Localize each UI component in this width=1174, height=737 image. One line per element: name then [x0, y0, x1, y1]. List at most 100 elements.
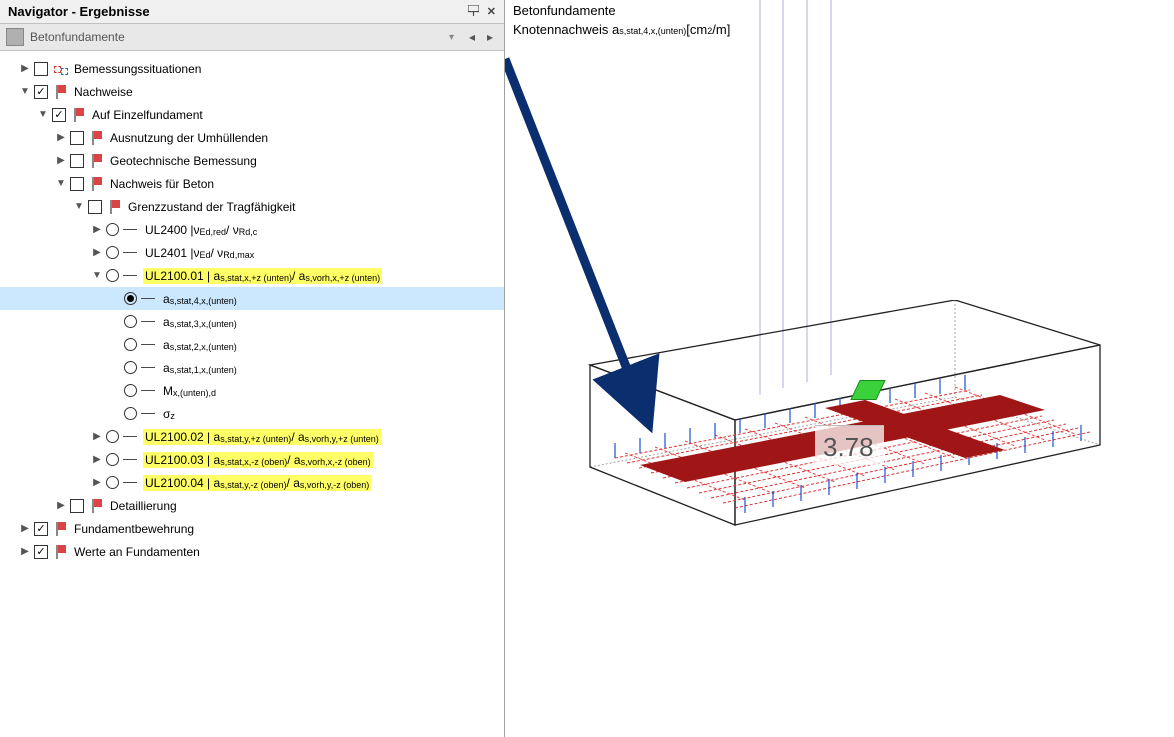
- tree-label: Grenzzustand der Tragfähigkeit: [126, 199, 297, 215]
- dash-icon: [123, 252, 139, 254]
- flag-icon: [88, 154, 104, 168]
- radio[interactable]: [106, 476, 119, 489]
- next-icon[interactable]: ▸: [482, 29, 498, 45]
- expand-icon[interactable]: ▶: [18, 523, 32, 534]
- tree-item-as-stat-4[interactable]: as,stat,4,x,(unten): [0, 287, 504, 310]
- tree-label: UL2100.02 | as,stat,y,+z (unten) / as,vo…: [143, 429, 381, 445]
- radio[interactable]: [106, 269, 119, 282]
- radio[interactable]: [106, 223, 119, 236]
- collapse-icon[interactable]: ▼: [18, 86, 32, 97]
- tree-item-werte[interactable]: ▶ ✓ Werte an Fundamenten: [0, 540, 504, 563]
- checkbox[interactable]: [88, 200, 102, 214]
- tree-label: UL2400 | νEd,red / νRd,c: [143, 222, 259, 238]
- tree-item-bemessung[interactable]: ▶ Bemessungssituationen: [0, 57, 504, 80]
- collapse-icon[interactable]: ▼: [72, 201, 86, 212]
- flag-icon: [52, 545, 68, 559]
- tree-label: UL2401 | νEd / νRd,max: [143, 245, 256, 261]
- expand-icon[interactable]: ▶: [18, 546, 32, 557]
- breadcrumb-text: Betonfundamente: [30, 30, 443, 44]
- dash-icon: [123, 459, 139, 461]
- expand-icon[interactable]: ▶: [90, 224, 104, 235]
- flag-icon: [88, 177, 104, 191]
- radio[interactable]: [124, 338, 137, 351]
- tree-item-nachweise[interactable]: ▼ ✓ Nachweise: [0, 80, 504, 103]
- navigator-panel: Navigator - Ergebnisse ✕ Betonfundamente…: [0, 0, 505, 737]
- tree-item-as-stat-2[interactable]: as,stat,2,x,(unten): [0, 333, 504, 356]
- expand-icon[interactable]: ▶: [54, 132, 68, 143]
- tree-item-detaillierung[interactable]: ▶ Detaillierung: [0, 494, 504, 517]
- tree-label: Bemessungssituationen: [72, 61, 203, 77]
- radio[interactable]: [124, 315, 137, 328]
- dash-icon: [141, 413, 157, 415]
- dash-icon: [123, 229, 139, 231]
- breadcrumb-dropdown-icon[interactable]: ▾: [449, 32, 454, 43]
- radio[interactable]: [106, 246, 119, 259]
- radio[interactable]: [106, 430, 119, 443]
- radio[interactable]: [124, 407, 137, 420]
- tree-item-fundbewehrung[interactable]: ▶ ✓ Fundamentbewehrung: [0, 517, 504, 540]
- radio-selected[interactable]: [124, 292, 137, 305]
- tree-item-ul2400[interactable]: ▶ UL2400 | νEd,red / νRd,c: [0, 218, 504, 241]
- tree-label: as,stat,2,x,(unten): [161, 337, 239, 353]
- tree-label: Nachweise: [72, 84, 135, 100]
- expand-icon[interactable]: ▶: [54, 500, 68, 511]
- tree-item-ul2100-03[interactable]: ▶ UL2100.03 | as,stat,x,-z (oben) / as,v…: [0, 448, 504, 471]
- checkbox[interactable]: [70, 499, 84, 513]
- radio[interactable]: [124, 361, 137, 374]
- expand-icon[interactable]: ▶: [90, 431, 104, 442]
- tree-item-grenzzustand[interactable]: ▼ Grenzzustand der Tragfähigkeit: [0, 195, 504, 218]
- tree-item-nachweis-beton[interactable]: ▼ Nachweis für Beton: [0, 172, 504, 195]
- tree-label: UL2100.04 | as,stat,y,-z (oben) / as,vor…: [143, 475, 371, 491]
- tree-item-ausnutzung[interactable]: ▶ Ausnutzung der Umhüllenden: [0, 126, 504, 149]
- prev-icon[interactable]: ◂: [464, 29, 480, 45]
- dash-icon: [123, 275, 139, 277]
- dash-icon: [141, 344, 157, 346]
- viewport-3d[interactable]: Betonfundamente Knotennachweis as,stat,4…: [505, 0, 1174, 737]
- dash-icon: [141, 367, 157, 369]
- tree-label: UL2100.01 | as,stat,x,+z (unten) / as,vo…: [143, 268, 382, 284]
- tree-label: Detaillierung: [108, 498, 179, 514]
- tree-item-sigmaz[interactable]: σz: [0, 402, 504, 425]
- results-tree: ▶ Bemessungssituationen ▼ ✓ Nachweise ▼ …: [0, 51, 504, 737]
- tree-item-einzelfund[interactable]: ▼ ✓ Auf Einzelfundament: [0, 103, 504, 126]
- tree-item-ul2100-01[interactable]: ▼ UL2100.01 | as,stat,x,+z (unten) / as,…: [0, 264, 504, 287]
- tree-item-ul2401[interactable]: ▶ UL2401 | νEd / νRd,max: [0, 241, 504, 264]
- radio[interactable]: [124, 384, 137, 397]
- tree-item-mx[interactable]: Mx,(unten),d: [0, 379, 504, 402]
- checkbox[interactable]: [70, 154, 84, 168]
- dash-icon: [123, 436, 139, 438]
- checkbox[interactable]: [70, 177, 84, 191]
- situation-icon: [52, 62, 68, 76]
- collapse-icon[interactable]: ▼: [54, 178, 68, 189]
- checkbox[interactable]: ✓: [34, 522, 48, 536]
- checkbox[interactable]: [70, 131, 84, 145]
- checkbox[interactable]: ✓: [34, 545, 48, 559]
- dash-icon: [141, 298, 157, 300]
- checkbox[interactable]: ✓: [52, 108, 66, 122]
- tree-label: Geotechnische Bemessung: [108, 153, 259, 169]
- tree-label: σz: [161, 406, 177, 422]
- expand-icon[interactable]: ▶: [18, 63, 32, 74]
- tree-item-as-stat-3[interactable]: as,stat,3,x,(unten): [0, 310, 504, 333]
- panel-titlebar: Navigator - Ergebnisse ✕: [0, 0, 504, 24]
- expand-icon[interactable]: ▶: [54, 155, 68, 166]
- radio[interactable]: [106, 453, 119, 466]
- close-icon[interactable]: ✕: [487, 5, 496, 19]
- tree-item-ul2100-04[interactable]: ▶ UL2100.04 | as,stat,y,-z (oben) / as,v…: [0, 471, 504, 494]
- module-icon: [6, 28, 24, 46]
- collapse-icon[interactable]: ▼: [36, 109, 50, 120]
- expand-icon[interactable]: ▶: [90, 477, 104, 488]
- tree-item-ul2100-02[interactable]: ▶ UL2100.02 | as,stat,y,+z (unten) / as,…: [0, 425, 504, 448]
- pin-icon[interactable]: [468, 5, 479, 19]
- checkbox[interactable]: ✓: [34, 85, 48, 99]
- dash-icon: [141, 390, 157, 392]
- flag-icon: [106, 200, 122, 214]
- tree-item-geotech[interactable]: ▶ Geotechnische Bemessung: [0, 149, 504, 172]
- tree-label: Auf Einzelfundament: [90, 107, 205, 123]
- checkbox[interactable]: [34, 62, 48, 76]
- expand-icon[interactable]: ▶: [90, 247, 104, 258]
- tree-item-as-stat-1[interactable]: as,stat,1,x,(unten): [0, 356, 504, 379]
- collapse-icon[interactable]: ▼: [90, 270, 104, 281]
- flag-icon: [70, 108, 86, 122]
- expand-icon[interactable]: ▶: [90, 454, 104, 465]
